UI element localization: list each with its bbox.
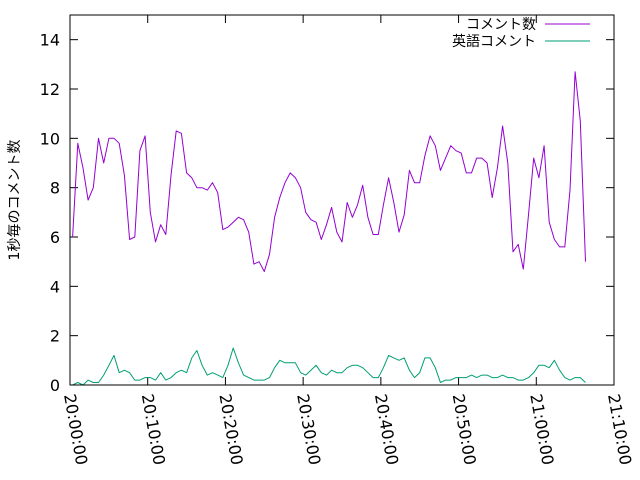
y-tick-label: 12	[40, 80, 60, 99]
legend: コメント数 英語コメント	[452, 17, 590, 50]
y-tick-labels: 0 2 4 6 8 10 12 14	[40, 31, 60, 395]
y-tick-label: 0	[50, 376, 60, 395]
y-tick-label: 2	[50, 327, 60, 346]
legend-label-series-2: 英語コメント	[452, 33, 536, 50]
series-line-2	[72, 347, 586, 386]
series-line-1	[72, 71, 586, 272]
y-tick-label: 8	[50, 179, 60, 198]
y-tick-label: 14	[40, 31, 60, 50]
legend-label-series-1: コメント数	[466, 17, 536, 33]
axis-ticks	[69, 15, 615, 386]
series-lines	[72, 71, 586, 386]
plot-frame	[69, 14, 615, 386]
y-axis-label: 1秒毎のコメント数	[7, 140, 23, 261]
y-tick-label: 4	[50, 277, 60, 296]
y-tick-label: 6	[50, 228, 60, 247]
y-tick-label: 10	[40, 129, 60, 148]
